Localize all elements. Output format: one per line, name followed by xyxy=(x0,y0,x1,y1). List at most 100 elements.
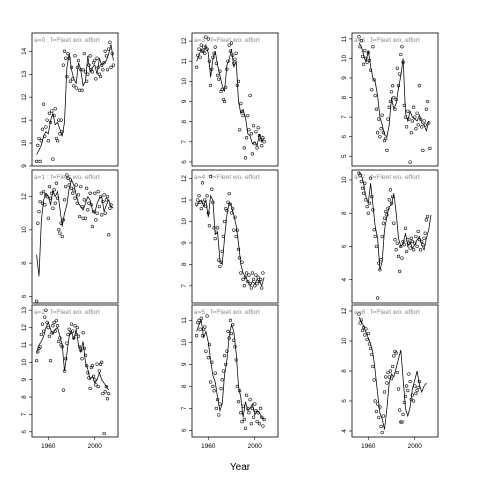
observation-point xyxy=(50,331,54,335)
panel-title: a=0 : f=Fleet wo. effort xyxy=(34,37,100,44)
observation-point xyxy=(416,229,420,234)
observation-point xyxy=(425,99,430,104)
observation-point xyxy=(214,230,219,234)
observation-point xyxy=(417,379,422,384)
observation-point xyxy=(393,238,397,242)
observation-point xyxy=(363,48,367,53)
y-tick-label: 11 xyxy=(341,35,348,42)
panel-3: a=3 : f=Fleet wo. effort 6 7 8 9 10 11 12 xyxy=(181,32,279,167)
observation-point xyxy=(420,239,424,244)
observation-point xyxy=(47,111,52,115)
observation-point xyxy=(197,194,201,198)
observation-point xyxy=(109,65,113,70)
observation-point xyxy=(36,221,40,225)
observation-point xyxy=(94,77,98,81)
observation-point xyxy=(373,234,377,239)
observation-point xyxy=(423,231,427,235)
observation-point xyxy=(77,345,82,349)
observation-point xyxy=(39,139,43,143)
y-tick-label: 6 xyxy=(181,428,188,432)
observation-point xyxy=(361,191,366,195)
observation-point xyxy=(227,336,231,340)
y-tick-label: 9 xyxy=(341,76,348,80)
observation-point xyxy=(93,58,97,63)
observation-point xyxy=(401,60,405,64)
observation-point xyxy=(371,45,375,49)
observation-point xyxy=(82,346,86,351)
observation-point xyxy=(41,329,46,333)
y-tick-label: 10 xyxy=(21,358,28,366)
observation-point xyxy=(105,68,110,72)
observation-point xyxy=(111,63,116,67)
y-tick-label: 8 xyxy=(181,262,188,266)
observation-point xyxy=(260,415,264,419)
observation-point xyxy=(414,127,418,131)
observation-point xyxy=(198,200,202,204)
observation-point xyxy=(229,331,234,336)
observation-point xyxy=(48,358,53,363)
observation-point xyxy=(247,273,251,277)
observation-point xyxy=(76,193,81,197)
observation-point xyxy=(399,420,403,424)
observation-point xyxy=(217,413,221,417)
observation-point xyxy=(62,369,67,373)
observation-point xyxy=(105,194,110,199)
observation-point xyxy=(253,142,257,146)
observation-point xyxy=(40,201,45,205)
observation-point xyxy=(233,57,237,61)
observation-point xyxy=(225,209,229,213)
observation-point xyxy=(408,160,412,164)
observation-point xyxy=(251,415,256,419)
observation-point xyxy=(255,146,259,150)
observation-point xyxy=(213,45,217,49)
observation-point xyxy=(242,417,246,422)
observation-point xyxy=(384,209,388,214)
observation-point xyxy=(76,58,81,63)
observation-point xyxy=(375,296,380,300)
observation-point xyxy=(34,159,39,164)
y-tick-label: 9 xyxy=(21,164,28,168)
observation-point xyxy=(211,384,215,389)
observation-point xyxy=(385,148,389,153)
observation-point xyxy=(221,369,226,373)
observation-point xyxy=(45,194,49,199)
observation-point xyxy=(231,206,235,211)
y-tick-label: 11 xyxy=(181,317,188,324)
observation-point xyxy=(207,59,212,63)
panel-frame xyxy=(191,32,279,167)
observation-point xyxy=(391,84,395,88)
observation-point xyxy=(79,184,83,189)
observation-point xyxy=(51,157,55,161)
observation-point xyxy=(253,284,257,288)
observation-point xyxy=(372,78,376,82)
observation-point xyxy=(360,186,365,190)
observation-point xyxy=(57,228,61,232)
observation-point xyxy=(235,228,239,232)
y-tick-label: 9 xyxy=(181,99,188,103)
observation-point xyxy=(413,115,417,119)
observation-point xyxy=(80,357,84,361)
observation-point xyxy=(394,351,398,355)
observation-point xyxy=(386,117,390,121)
observation-point xyxy=(54,318,59,323)
panel-8: a=8 : f=Fleet wo. effort 4 6 8 10 12 1960 2000 xyxy=(341,304,439,450)
y-tick-label: 7 xyxy=(21,412,28,416)
y-tick-label: 9 xyxy=(181,362,188,366)
observation-point xyxy=(389,201,394,205)
observation-point xyxy=(206,211,210,215)
observation-point xyxy=(86,208,90,212)
observation-point xyxy=(213,236,217,241)
observation-point xyxy=(74,183,78,187)
observation-point xyxy=(219,386,223,391)
observation-point xyxy=(58,336,62,340)
observation-point xyxy=(365,60,369,64)
observation-point xyxy=(110,51,114,56)
observation-point xyxy=(388,188,393,192)
y-tick-label: 11 xyxy=(181,57,188,64)
x-tick-label: 2000 xyxy=(408,443,423,450)
observation-point xyxy=(196,53,200,57)
observation-point xyxy=(225,349,229,353)
observation-point xyxy=(253,402,257,406)
observation-point xyxy=(414,391,418,396)
observation-point xyxy=(229,211,234,215)
